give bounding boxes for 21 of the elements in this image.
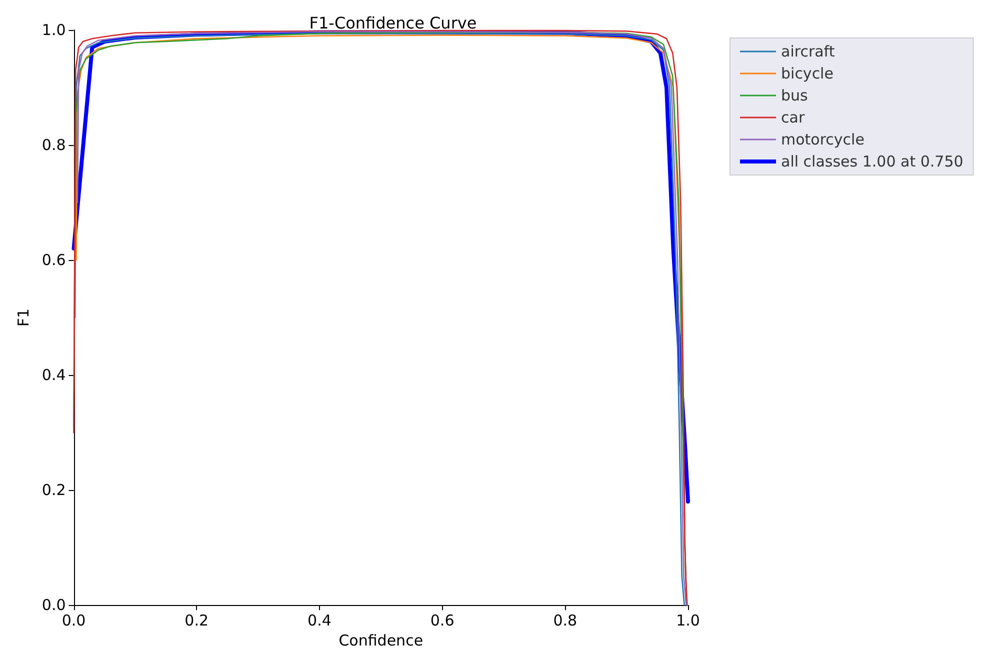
y-axis-title: F1 [14, 308, 32, 327]
legend-label: motorcycle [781, 130, 864, 148]
x-axis-title: Confidence [338, 632, 424, 650]
x-tick-label: 0.2 [184, 612, 209, 630]
y-tick-label: 1.0 [42, 21, 66, 39]
y-tick-label: 0.2 [42, 481, 66, 500]
x-tick-label: 0.6 [430, 612, 454, 630]
chart-title: F1-Confidence Curve [309, 14, 477, 32]
x-tick-label: 0.8 [553, 612, 578, 630]
x-tick-label: 1.0 [676, 612, 700, 630]
x-tick-label: 0.0 [62, 612, 86, 630]
legend-label: aircraft [781, 42, 835, 60]
legend-label: bicycle [781, 64, 834, 82]
y-tick-label: 0.8 [42, 136, 66, 154]
x-tick-label: 0.4 [308, 612, 332, 630]
y-tick-label: 0.0 [42, 596, 66, 614]
y-tick-label: 0.4 [42, 366, 66, 384]
legend-label: all classes 1.00 at 0.750 [781, 152, 964, 170]
legend-label: bus [781, 86, 808, 104]
y-tick-label: 0.6 [42, 251, 66, 270]
legend-label: car [781, 108, 806, 126]
